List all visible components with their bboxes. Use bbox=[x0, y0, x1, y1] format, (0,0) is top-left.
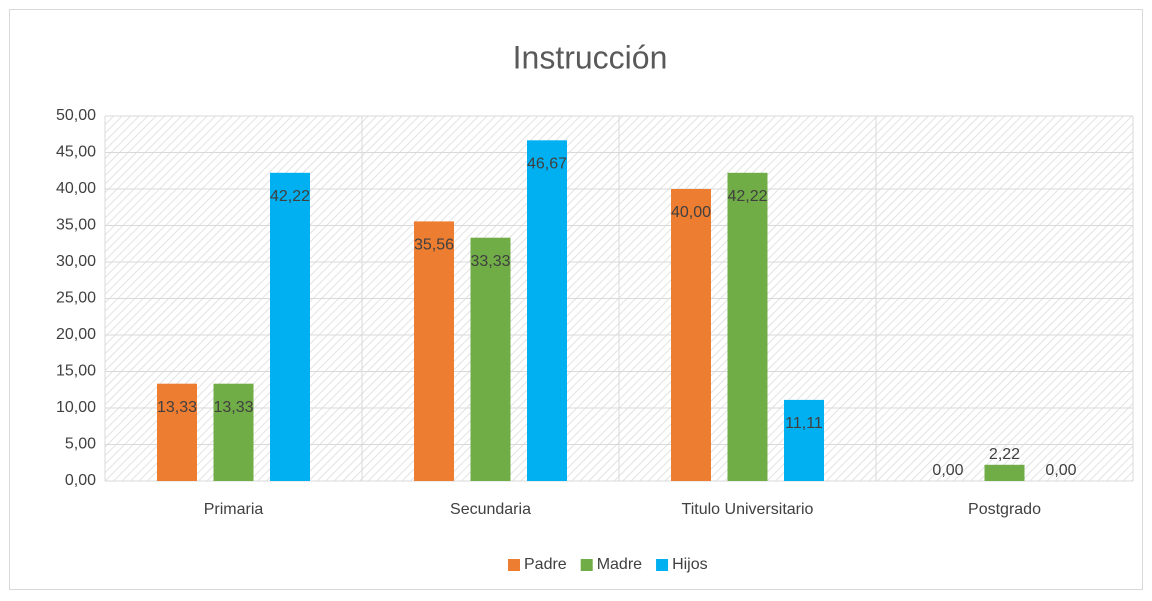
legend-label: Padre bbox=[524, 556, 567, 573]
y-tick-label: 20,00 bbox=[56, 326, 96, 343]
bar bbox=[527, 140, 567, 481]
y-tick-label: 25,00 bbox=[56, 290, 96, 307]
data-label: 46,67 bbox=[527, 156, 567, 173]
bar bbox=[270, 172, 310, 481]
bar bbox=[671, 189, 711, 481]
legend-swatch bbox=[656, 559, 669, 571]
y-tick-label: 45,00 bbox=[56, 144, 96, 161]
y-tick-label: 35,00 bbox=[56, 217, 96, 234]
y-tick-label: 0,00 bbox=[65, 472, 96, 489]
data-label: 2,22 bbox=[989, 446, 1020, 463]
y-tick-label: 15,00 bbox=[56, 363, 96, 380]
data-label: 13,33 bbox=[157, 399, 197, 416]
y-tick-label: 50,00 bbox=[56, 107, 96, 124]
x-tick-label: Titulo Universitario bbox=[682, 501, 814, 518]
legend-swatch bbox=[508, 559, 520, 571]
bar bbox=[414, 221, 454, 482]
data-label: 13,33 bbox=[213, 399, 253, 416]
legend-label: Madre bbox=[597, 556, 642, 573]
y-tick-label: 40,00 bbox=[56, 180, 96, 197]
x-tick-label: Secundaria bbox=[450, 501, 531, 518]
legend-swatch bbox=[580, 559, 593, 571]
bar bbox=[157, 383, 197, 481]
bar bbox=[470, 237, 511, 481]
bar bbox=[727, 172, 768, 481]
data-label: 11,11 bbox=[785, 415, 823, 432]
data-label: 0,00 bbox=[1045, 462, 1076, 479]
x-tick-label: Primaria bbox=[204, 501, 264, 518]
bar bbox=[213, 383, 254, 481]
y-tick-label: 10,00 bbox=[56, 399, 96, 416]
data-label: 35,56 bbox=[414, 237, 454, 254]
bar bbox=[784, 399, 824, 481]
data-label: 42,22 bbox=[270, 188, 310, 205]
data-label: 40,00 bbox=[671, 204, 711, 221]
data-label: 33,33 bbox=[470, 253, 510, 270]
chart-title: Instrucción bbox=[513, 39, 668, 75]
data-label: 42,22 bbox=[727, 188, 767, 205]
x-tick-label: Postgrado bbox=[968, 501, 1041, 518]
bar bbox=[984, 464, 1025, 481]
legend-label: Hijos bbox=[672, 556, 708, 573]
y-tick-label: 30,00 bbox=[56, 253, 96, 270]
data-label: 0,00 bbox=[932, 462, 963, 479]
y-tick-label: 5,00 bbox=[65, 436, 96, 453]
